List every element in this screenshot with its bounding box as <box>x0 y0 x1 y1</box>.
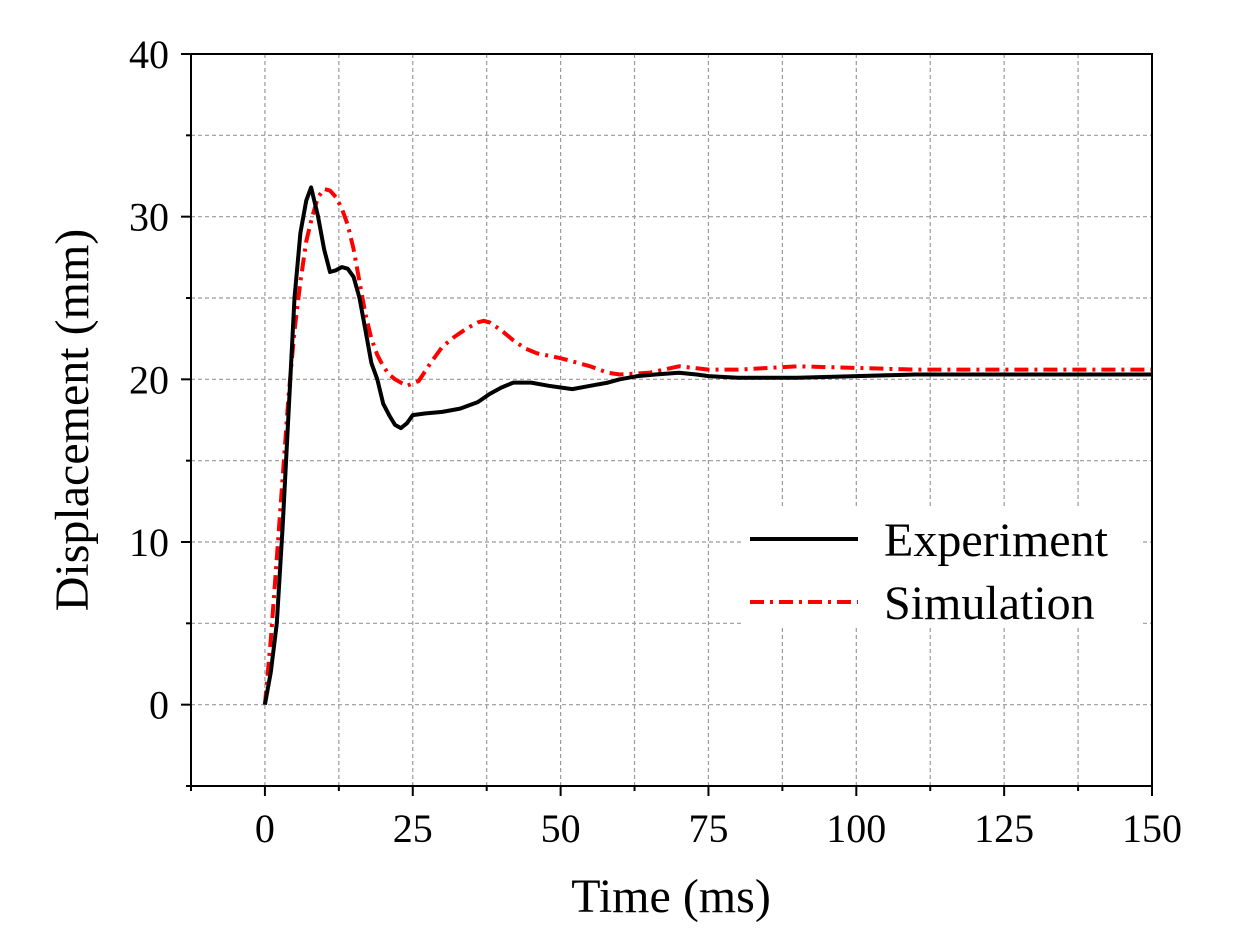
plot-frame <box>190 53 1153 787</box>
y-tick-label: 10 <box>129 520 169 565</box>
legend: Experiment Simulation <box>742 508 1142 630</box>
axis-ticks <box>181 53 1153 796</box>
tick-labels: 0 25 50 75 100 125 150 0 10 20 30 40 <box>129 32 1182 851</box>
legend-label-experiment: Experiment <box>884 514 1109 567</box>
x-tick-label: 0 <box>255 806 275 851</box>
x-tick-label: 150 <box>1122 806 1182 851</box>
y-tick-label: 30 <box>129 195 169 240</box>
series-line-experiment <box>262 185 1152 706</box>
y-axis-title: Displacement (mm) <box>46 229 99 612</box>
legend-background <box>742 508 1142 628</box>
y-tick-label: 20 <box>129 357 169 402</box>
series-layer <box>262 185 1152 706</box>
x-tick-label: 25 <box>393 806 433 851</box>
grid-lines <box>191 54 1152 786</box>
x-axis-title: Time (ms) <box>571 870 771 923</box>
x-tick-label: 100 <box>826 806 886 851</box>
x-tick-label: 75 <box>688 806 728 851</box>
x-tick-label: 50 <box>541 806 581 851</box>
x-tick-label: 125 <box>974 806 1034 851</box>
y-tick-label: 40 <box>129 32 169 77</box>
y-tick-label: 0 <box>149 683 169 728</box>
legend-label-simulation: Simulation <box>884 577 1095 630</box>
